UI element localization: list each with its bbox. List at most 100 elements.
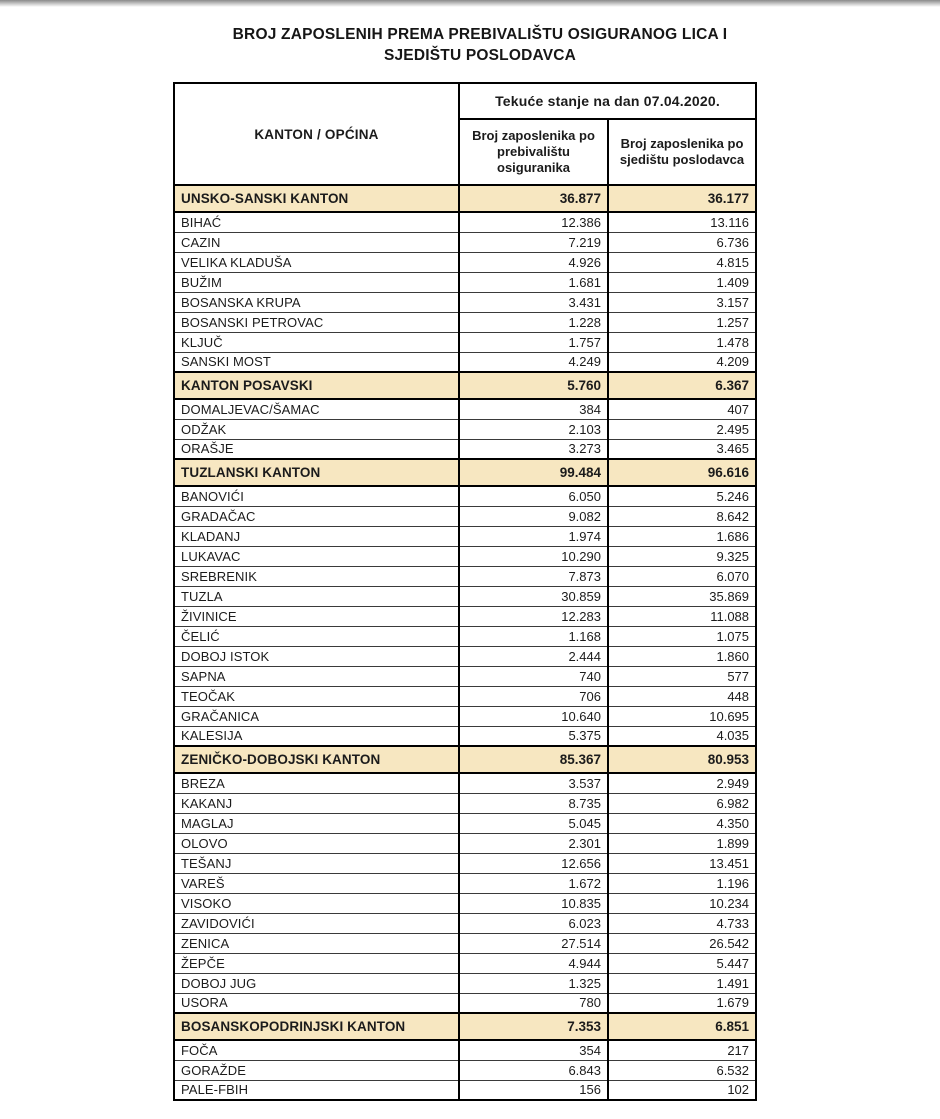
municipality-name: KLJUČ — [173, 331, 460, 353]
municipality-name: SREBRENIK — [173, 565, 460, 587]
employees-by-residence-value: 3.537 — [458, 772, 609, 794]
employment-table: KANTON / OPĆINA Tekuće stanje na dan 07.… — [173, 82, 758, 1101]
employees-by-residence-value: 5.375 — [458, 725, 609, 747]
municipality-row: BANOVIĆI 6.050 5.246 — [173, 485, 757, 507]
municipality-name: OLOVO — [173, 832, 460, 854]
page-top-shadow — [0, 0, 940, 7]
employees-by-residence-value: 7.219 — [458, 231, 609, 253]
employees-by-employer-seat-value: 1.679 — [606, 992, 757, 1014]
employees-by-residence-value: 384 — [458, 398, 609, 420]
municipality-row: ZENICA 27.514 26.542 — [173, 932, 757, 954]
municipality-row: PALE-FBIH 156 102 — [173, 1079, 757, 1101]
canton-total-row: TUZLANSKI KANTON 99.484 96.616 — [173, 458, 757, 487]
canton-name: ZENIČKO-DOBOJSKI KANTON — [173, 745, 460, 774]
municipality-name: BREZA — [173, 772, 460, 794]
municipality-row: DOBOJ ISTOK 2.444 1.860 — [173, 645, 757, 667]
employees-by-employer-seat-value: 407 — [606, 398, 757, 420]
employees-by-employer-seat-value: 1.257 — [606, 311, 757, 333]
employees-by-employer-seat-value: 11.088 — [606, 605, 757, 627]
municipality-name: USORA — [173, 992, 460, 1014]
municipality-name: ZENICA — [173, 932, 460, 954]
employees-by-residence-value: 30.859 — [458, 585, 609, 607]
municipality-row: DOMALJEVAC/ŠAMAC 384 407 — [173, 398, 757, 420]
municipality-name: DOMALJEVAC/ŠAMAC — [173, 398, 460, 420]
employees-by-residence-value: 2.301 — [458, 832, 609, 854]
municipality-row: SAPNA 740 577 — [173, 665, 757, 687]
employees-by-residence-value: 27.514 — [458, 932, 609, 954]
municipality-row: KLADANJ 1.974 1.686 — [173, 525, 757, 547]
employees-by-employer-seat-value: 577 — [606, 665, 757, 687]
employees-by-residence-value: 10.290 — [458, 545, 609, 567]
employees-by-employer-seat-value: 10.695 — [606, 705, 757, 727]
residence-column-header: Broj zaposlenika po prebivalištu osigura… — [458, 118, 609, 186]
canton-name: UNSKO-SANSKI KANTON — [173, 184, 460, 213]
employees-by-employer-seat-value: 2.495 — [606, 418, 757, 440]
employees-by-employer-seat-value: 5.246 — [606, 485, 757, 507]
municipality-row: KAKANJ 8.735 6.982 — [173, 792, 757, 814]
municipality-name: ZAVIDOVIĆI — [173, 912, 460, 934]
municipality-name: DOBOJ ISTOK — [173, 645, 460, 667]
municipality-row: MAGLAJ 5.045 4.350 — [173, 812, 757, 834]
employees-by-employer-seat-value: 217 — [606, 1039, 757, 1061]
municipality-row: DOBOJ JUG 1.325 1.491 — [173, 972, 757, 994]
employees-by-employer-seat-value: 1.075 — [606, 625, 757, 647]
employer-column-header: Broj zaposlenika po sjedištu poslodavca — [606, 118, 758, 186]
employees-by-employer-seat-value: 6.367 — [606, 371, 757, 400]
employees-by-residence-value: 1.672 — [458, 872, 609, 894]
employees-by-residence-value: 1.757 — [458, 331, 609, 353]
employees-by-employer-seat-value: 1.899 — [606, 832, 757, 854]
employees-by-residence-value: 12.386 — [458, 211, 609, 233]
municipality-name: KAKANJ — [173, 792, 460, 814]
employees-by-employer-seat-value: 6.736 — [606, 231, 757, 253]
municipality-name: TEŠANJ — [173, 852, 460, 874]
municipality-name: LUKAVAC — [173, 545, 460, 567]
municipality-name: BOSANSKA KRUPA — [173, 291, 460, 313]
municipality-row: CAZIN 7.219 6.736 — [173, 231, 757, 253]
employees-by-residence-value: 706 — [458, 685, 609, 707]
municipality-row: BOSANSKA KRUPA 3.431 3.157 — [173, 291, 757, 313]
canton-name: BOSANSKOPODRINJSKI KANTON — [173, 1012, 460, 1041]
canton-total-row: ZENIČKO-DOBOJSKI KANTON 85.367 80.953 — [173, 745, 757, 774]
municipality-row: GRADAČAC 9.082 8.642 — [173, 505, 757, 527]
municipality-row: GORAŽDE 6.843 6.532 — [173, 1059, 757, 1081]
employees-by-residence-value: 1.681 — [458, 271, 609, 293]
municipality-name: ŽIVINICE — [173, 605, 460, 627]
employees-by-employer-seat-value: 35.869 — [606, 585, 757, 607]
employees-by-residence-value: 5.045 — [458, 812, 609, 834]
employees-by-residence-value: 354 — [458, 1039, 609, 1061]
municipality-row: LUKAVAC 10.290 9.325 — [173, 545, 757, 567]
municipality-row: ZAVIDOVIĆI 6.023 4.733 — [173, 912, 757, 934]
municipality-row: BOSANSKI PETROVAC 1.228 1.257 — [173, 311, 757, 333]
municipality-row: USORA 780 1.679 — [173, 992, 757, 1014]
table-header-row-2: Broj zaposlenika po prebivalištu osigura… — [174, 118, 758, 186]
employees-by-employer-seat-value: 13.116 — [606, 211, 757, 233]
employees-by-residence-value: 4.249 — [458, 351, 609, 373]
municipality-row: BIHAĆ 12.386 13.116 — [173, 211, 757, 233]
employees-by-employer-seat-value: 96.616 — [606, 458, 757, 487]
employees-by-employer-seat-value: 4.815 — [606, 251, 757, 273]
employees-by-employer-seat-value: 1.860 — [606, 645, 757, 667]
canton-total-row: UNSKO-SANSKI KANTON 36.877 36.177 — [173, 184, 757, 213]
municipality-name: VAREŠ — [173, 872, 460, 894]
corner-header-cell: KANTON / OPĆINA — [173, 82, 460, 186]
municipality-name: VISOKO — [173, 892, 460, 914]
employees-by-residence-value: 12.656 — [458, 852, 609, 874]
employees-by-residence-value: 1.974 — [458, 525, 609, 547]
employees-by-employer-seat-value: 9.325 — [606, 545, 757, 567]
employees-by-employer-seat-value: 6.982 — [606, 792, 757, 814]
municipality-name: DOBOJ JUG — [173, 972, 460, 994]
employees-by-residence-value: 4.944 — [458, 952, 609, 974]
employees-by-employer-seat-value: 5.447 — [606, 952, 757, 974]
municipality-name: SAPNA — [173, 665, 460, 687]
municipality-name: CAZIN — [173, 231, 460, 253]
municipality-row: BUŽIM 1.681 1.409 — [173, 271, 757, 293]
employees-by-employer-seat-value: 4.209 — [606, 351, 757, 373]
employees-by-residence-value: 6.050 — [458, 485, 609, 507]
employees-by-employer-seat-value: 1.478 — [606, 331, 757, 353]
employees-by-residence-value: 10.835 — [458, 892, 609, 914]
employees-by-residence-value: 12.283 — [458, 605, 609, 627]
municipality-row: FOČA 354 217 — [173, 1039, 757, 1061]
employees-by-employer-seat-value: 4.035 — [606, 725, 757, 747]
municipality-name: ŽEPČE — [173, 952, 460, 974]
